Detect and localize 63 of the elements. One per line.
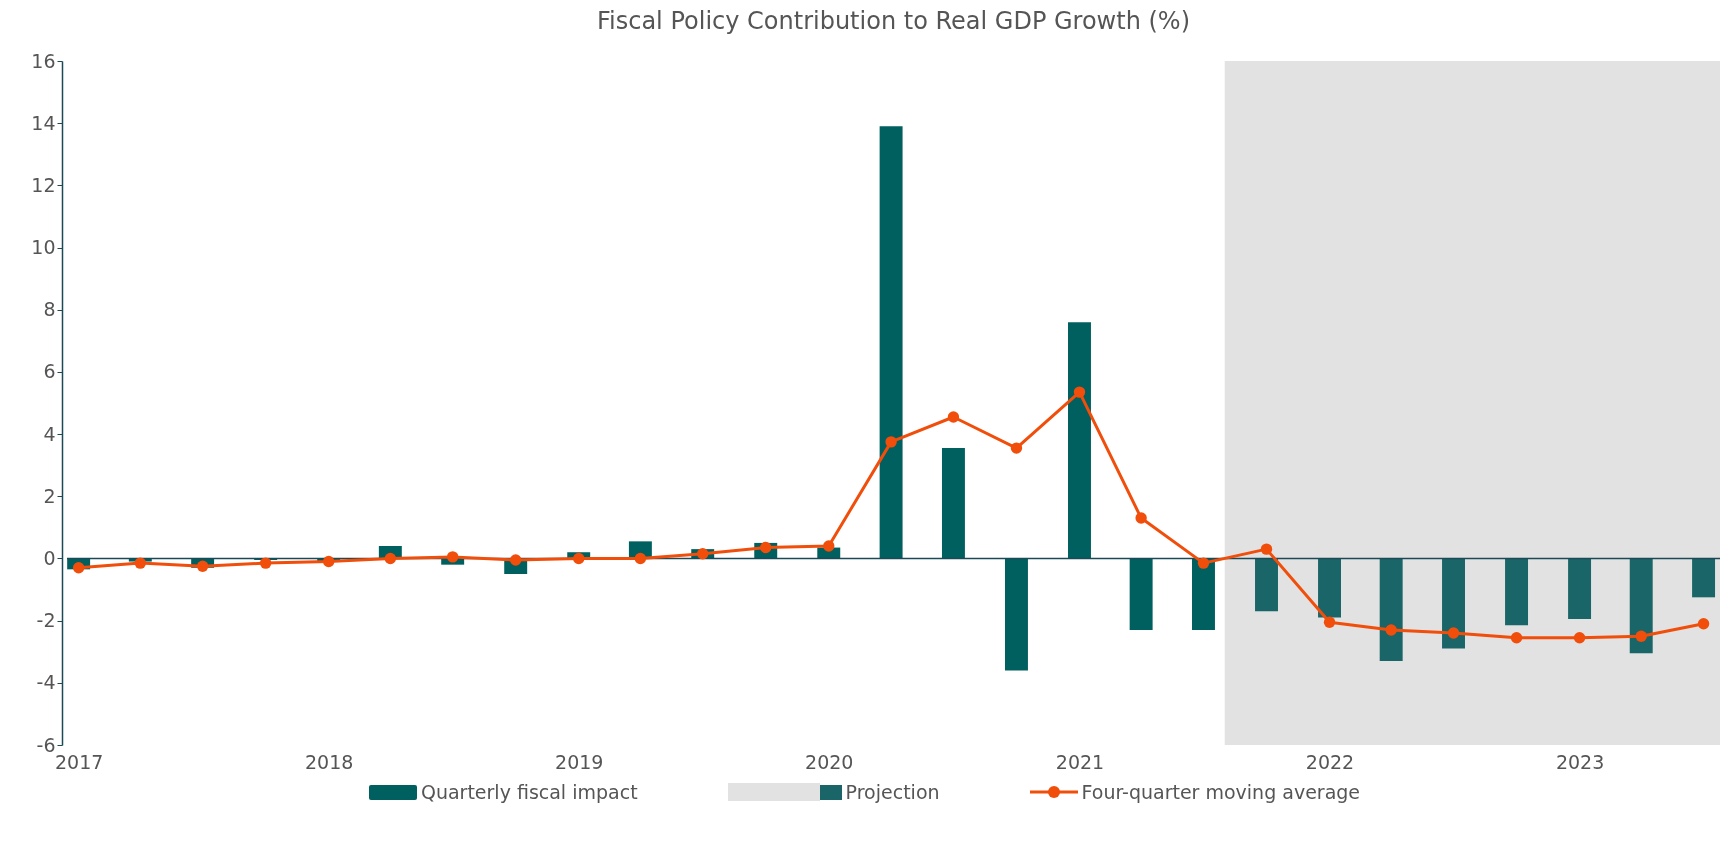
bar [1505, 558, 1529, 626]
y-tick-label: -4 [36, 671, 56, 694]
bar [1442, 558, 1465, 649]
bar [1192, 558, 1215, 630]
point [196, 560, 209, 572]
point [1510, 632, 1523, 644]
y-tick-label: 14 [31, 111, 56, 134]
point [823, 540, 835, 552]
point [1010, 442, 1023, 454]
bar [941, 448, 965, 559]
bar [1379, 558, 1403, 662]
y-tick-label: 16 [31, 49, 56, 72]
x-tick-label: 2018 [305, 750, 354, 773]
point [1135, 512, 1147, 524]
point [1385, 624, 1397, 636]
bar [1568, 558, 1592, 620]
y-tick-label: 10 [31, 236, 56, 259]
y-tick-label: 4 [43, 422, 56, 445]
point [446, 551, 459, 563]
point [1197, 557, 1210, 569]
chart-title: Fiscal Policy Contribution to Real GDP Growth (%) [596, 7, 1191, 35]
y-tick-label: 8 [43, 298, 56, 321]
x-tick-label: 2017 [54, 750, 104, 773]
legend-label: Four-quarter moving average [1081, 781, 1361, 803]
bar [1629, 558, 1653, 654]
point [134, 557, 146, 569]
x-tick-label: 2022 [1305, 750, 1355, 773]
bar [1692, 558, 1716, 598]
y-tick-label: 12 [31, 173, 56, 196]
x-tick-label: 2019 [555, 750, 604, 773]
bar [1255, 558, 1278, 612]
x-tick-label: 2023 [1555, 750, 1605, 773]
point [322, 555, 335, 568]
point [510, 554, 522, 566]
y-tick-label: -2 [36, 609, 56, 632]
y-tick-label: 2 [43, 484, 56, 507]
legend-label: Projection [845, 781, 940, 803]
point [634, 552, 647, 565]
bar [1318, 558, 1341, 618]
point [384, 552, 397, 565]
x-tick-label: 2020 [805, 750, 854, 773]
bar [879, 126, 903, 559]
point [72, 562, 85, 574]
point [573, 552, 585, 565]
point [885, 436, 897, 448]
y-tick-label: 6 [43, 360, 56, 383]
point [1447, 627, 1460, 639]
y-tick-label: -6 [36, 733, 56, 756]
bar [1004, 558, 1028, 671]
bar [1068, 322, 1091, 559]
point [1635, 630, 1647, 642]
y-tick-label: 0 [43, 546, 56, 569]
point [697, 548, 709, 560]
x-tick-label: 2021 [1055, 750, 1105, 773]
point [1697, 618, 1710, 630]
bar [1129, 558, 1153, 630]
point [1573, 632, 1586, 644]
legend-label: Quarterly fiscal impact [420, 781, 638, 803]
point [1323, 616, 1336, 628]
point [1073, 386, 1086, 398]
point [947, 411, 960, 423]
point [1260, 543, 1273, 555]
point [259, 557, 272, 569]
